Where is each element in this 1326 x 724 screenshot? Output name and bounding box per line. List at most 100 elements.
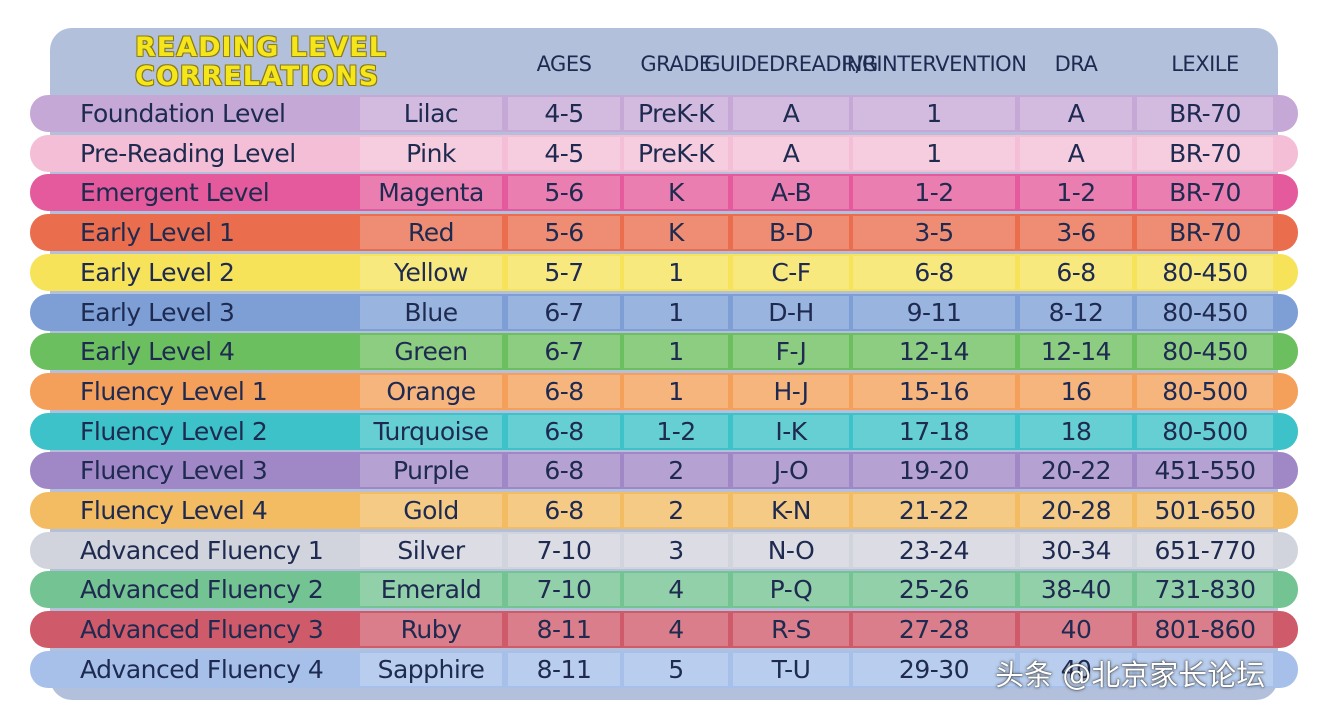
cell-lexile: 80-500	[1137, 374, 1273, 408]
cell-lexile: 451-550	[1137, 454, 1273, 488]
cell-color_name: Red	[360, 216, 502, 250]
cell-grade: 2	[624, 494, 728, 527]
cell-lexile: 801-860	[1137, 613, 1273, 647]
cell-grade: K	[624, 216, 728, 250]
cell-lexile: 80-450	[1137, 295, 1273, 329]
cell-guided: B-D	[733, 216, 849, 250]
cell-dra: 18	[1020, 414, 1132, 448]
cell-level: Fluency Level 4	[80, 496, 268, 525]
cell-level: Fluency Level 2	[80, 416, 268, 446]
column-header-lexile: LEXILE	[1171, 52, 1239, 76]
cell-ages: 7-10	[508, 573, 620, 607]
cell-color_name: Emerald	[360, 573, 502, 607]
table-row: Advanced Fluency 3 Ruby 8-11 4 R-S 27-28 40 801…	[30, 611, 1298, 649]
cell-dra: 16	[1020, 374, 1132, 408]
cell-dra: 40	[1020, 613, 1132, 647]
table-row: Fluency Level 4 Gold 6-8 2 K-N 21-22 20-28 501-…	[30, 492, 1298, 529]
cell-level: Early Level 1	[80, 218, 235, 248]
column-header-rr: R/R INTERVENTION	[841, 52, 1027, 76]
cell-grade: 3	[624, 533, 728, 567]
table-row: Early Level 4 Green 6-7 1 F-J 12-14 12-14 80-45…	[30, 333, 1298, 371]
cell-rr: 21-22	[853, 494, 1015, 527]
cell-grade: PreK-K	[624, 136, 728, 170]
cell-dra: 6-8	[1020, 255, 1132, 289]
cell-lexile: 651-770	[1137, 533, 1273, 567]
watermark: 头条 @北京家长论坛	[995, 652, 1265, 694]
cell-rr: 17-18	[853, 414, 1015, 448]
cell-ages: 6-7	[508, 295, 620, 329]
cell-rr: 29-30	[853, 652, 1015, 686]
cell-color_name: Turquoise	[360, 414, 502, 448]
cell-level: Fluency Level 1	[80, 376, 268, 406]
cell-rr: 9-11	[853, 295, 1015, 329]
table-row: Fluency Level 1 Orange 6-8 1 H-J 15-16 16 80-50…	[30, 372, 1298, 410]
cell-rr: 23-24	[853, 533, 1015, 567]
cell-ages: 6-8	[508, 414, 620, 448]
cell-grade: 2	[624, 454, 728, 488]
cell-lexile: 731-830	[1137, 573, 1273, 607]
table-row: Advanced Fluency 1 Silver 7-10 3 N-O 23-24 30-…	[30, 531, 1298, 569]
cell-dra: 40	[1020, 652, 1132, 686]
cell-guided: N-O	[733, 533, 849, 567]
column-header-guided: GUIDED READING	[704, 52, 878, 76]
cell-dra: 3-6	[1020, 216, 1132, 250]
cell-rr: 1	[853, 97, 1015, 130]
cell-rr: 12-14	[853, 335, 1015, 369]
cell-guided: K-N	[733, 494, 849, 527]
cell-lexile: BR-70	[1137, 216, 1273, 250]
cell-grade: 4	[624, 613, 728, 647]
cell-rr: 19-20	[853, 454, 1015, 488]
cell-dra: 1-2	[1020, 176, 1132, 210]
cell-lexile: BR-70	[1137, 97, 1273, 130]
chart-title: READING LEVEL CORRELATIONS	[135, 33, 435, 91]
title-line-2: CORRELATIONS	[135, 61, 380, 92]
cell-dra: 38-40	[1020, 573, 1132, 607]
table-row: Pre-Reading Level Pink 4-5 PreK-K A 1 A BR-70	[30, 134, 1298, 172]
cell-ages: 4-5	[508, 97, 620, 130]
column-header-grade: GRADE	[640, 52, 712, 76]
cell-ages: 6-8	[508, 494, 620, 527]
cell-lexile	[1137, 652, 1273, 686]
cell-color_name: Sapphire	[360, 652, 502, 686]
cell-rr: 1-2	[853, 176, 1015, 210]
cell-level: Advanced Fluency 1	[80, 535, 324, 565]
cell-color_name: Gold	[360, 494, 502, 527]
cell-grade: K	[624, 176, 728, 210]
column-header-dra: DRA	[1054, 52, 1098, 76]
cell-lexile: 80-500	[1137, 414, 1273, 448]
cell-grade: 1	[624, 295, 728, 329]
cell-grade: 1	[624, 374, 728, 408]
cell-guided: J-O	[733, 454, 849, 488]
cell-dra: 20-28	[1020, 494, 1132, 527]
cell-grade: PreK-K	[624, 97, 728, 130]
cell-color_name: Blue	[360, 295, 502, 329]
cell-level: Foundation Level	[80, 99, 286, 128]
watermark-text: 头条 @北京家长论坛	[995, 658, 1266, 692]
table-row: Advanced Fluency 4 Sapphire 8-11 5 T-U 29-30 4…	[30, 650, 1298, 688]
cell-ages: 5-6	[508, 176, 620, 210]
cell-guided: D-H	[733, 295, 849, 329]
cell-dra: 30-34	[1020, 533, 1132, 567]
cell-level: Pre-Reading Level	[80, 138, 296, 168]
table-row: Fluency Level 3 Purple 6-8 2 J-O 19-20 20-22 45…	[30, 452, 1298, 490]
title-line-1: READING LEVEL	[135, 32, 387, 63]
cell-guided: T-U	[733, 652, 849, 686]
cell-dra: 8-12	[1020, 295, 1132, 329]
cell-level: Early Level 4	[80, 337, 235, 367]
cell-rr: 6-8	[853, 255, 1015, 289]
cell-rr: 3-5	[853, 216, 1015, 250]
cell-level: Advanced Fluency 2	[80, 575, 324, 605]
cell-guided: F-J	[733, 335, 849, 369]
table-row: Emergent Level Magenta 5-6 K A-B 1-2 1-2 BR-70	[30, 174, 1298, 212]
table-row: Early Level 1 Red 5-6 K B-D 3-5 3-6 BR-70	[30, 214, 1298, 252]
cell-level: Emergent Level	[80, 178, 270, 208]
cell-rr: 15-16	[853, 374, 1015, 408]
cell-ages: 6-8	[508, 374, 620, 408]
cell-lexile: 501-650	[1137, 494, 1273, 527]
cell-rr: 1	[853, 136, 1015, 170]
table-row: Advanced Fluency 2 Emerald 7-10 4 P-Q 25-26 38…	[30, 571, 1298, 609]
table-row: Early Level 3 Blue 6-7 1 D-H 9-11 8-12 80-450	[30, 293, 1298, 331]
cell-color_name: Ruby	[360, 613, 502, 647]
table-row: Fluency Level 2 Turquoise 6-8 1-2 I-K 17-18 18…	[30, 412, 1298, 450]
cell-rr: 25-26	[853, 573, 1015, 607]
